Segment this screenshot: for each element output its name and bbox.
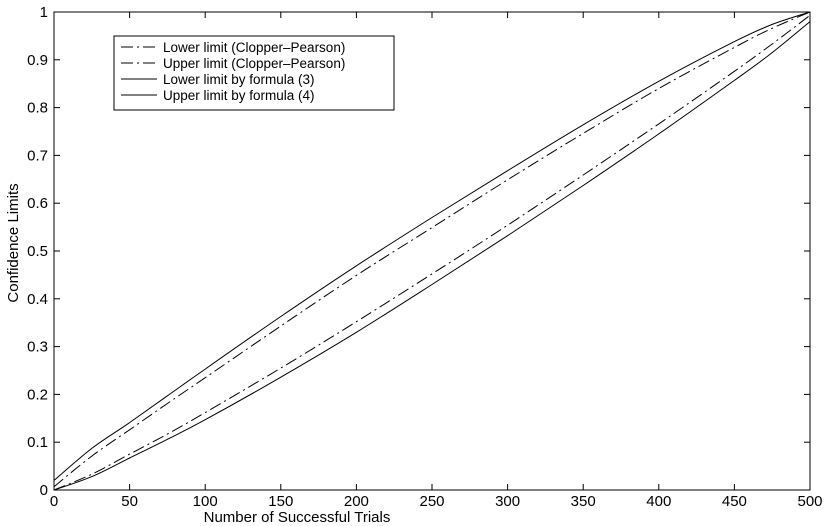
y-tick-label: 0.8 [27, 100, 48, 117]
y-tick-label: 0 [40, 482, 48, 499]
y-tick-label: 0.2 [27, 386, 48, 403]
x-tick-label: 50 [121, 493, 138, 510]
x-tick-label: 450 [722, 493, 747, 510]
x-tick-label: 350 [571, 493, 596, 510]
y-tick-label: 0.4 [27, 291, 48, 308]
series-line-2 [53, 21, 811, 491]
y-axis-ticks: 0 0.1 0.2 0.3 0.4 0.5 0.6 0.7 0.8 0.9 1 [27, 4, 810, 499]
y-axis-title: Confidence Limits [5, 183, 22, 302]
x-tick-label: 400 [646, 493, 671, 510]
y-tick-label: 0.6 [27, 195, 48, 212]
legend-label-1: Upper limit (Clopper–Pearson) [163, 56, 345, 71]
y-tick-label: 1 [40, 4, 48, 21]
x-tick-label: 250 [419, 493, 444, 510]
series-line-1 [53, 11, 811, 488]
y-tick-label: 0.5 [27, 243, 48, 260]
y-tick-label: 0.7 [27, 147, 48, 164]
x-tick-label: 150 [268, 493, 293, 510]
legend-label-3: Upper limit by formula (4) [163, 88, 315, 103]
x-tick-label: 200 [344, 493, 369, 510]
legend-label-2: Lower limit by formula (3) [163, 72, 315, 87]
legend: Lower limit (Clopper–Pearson)Upper limit… [113, 35, 395, 111]
series-line-0 [53, 14, 811, 491]
legend-box [113, 35, 395, 111]
x-tick-label: 300 [495, 493, 520, 510]
x-axis-ticks: 0 50 100 150 200 250 300 350 400 450 500 [50, 12, 823, 510]
series-layer [53, 11, 811, 491]
x-tick-label: 0 [50, 493, 58, 510]
legend-label-0: Lower limit (Clopper–Pearson) [163, 40, 345, 55]
y-tick-label: 0.9 [27, 52, 48, 69]
x-tick-label: 100 [193, 493, 218, 510]
x-tick-label: 500 [797, 493, 822, 510]
y-tick-label: 0.3 [27, 339, 48, 356]
x-axis-title: Number of Successful Trials [204, 509, 391, 526]
y-tick-label: 0.1 [27, 434, 48, 451]
series-line-3 [53, 11, 811, 481]
